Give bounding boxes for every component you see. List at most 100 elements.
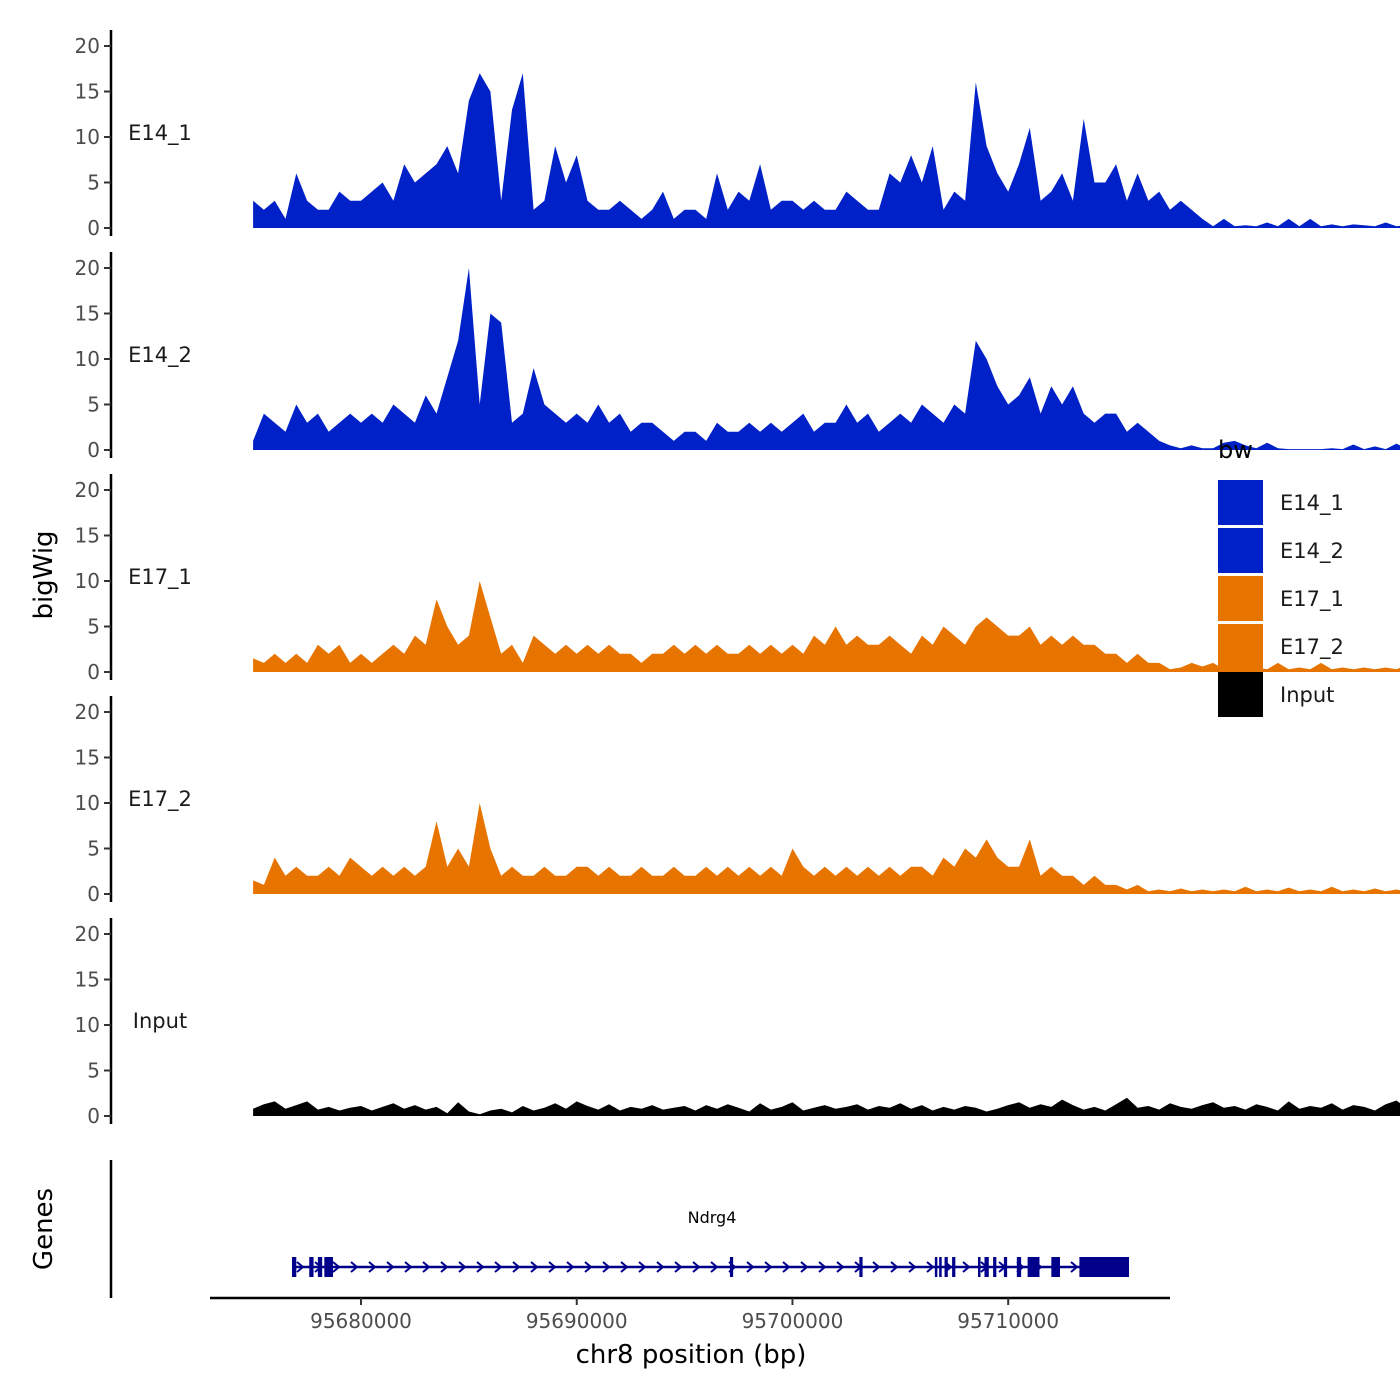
gene-name-label: Ndrg4 (688, 1208, 737, 1227)
legend-title: bw (1218, 436, 1253, 464)
strand-arrow (530, 1261, 539, 1273)
strand-arrow (908, 1261, 917, 1273)
genes-panel: Ndrg4 (109, 1160, 1130, 1298)
strand-arrow (332, 1261, 341, 1273)
strand-arrow (674, 1261, 683, 1273)
exon (324, 1257, 333, 1277)
exon (939, 1257, 942, 1277)
y-tick-label: 5 (87, 1059, 100, 1083)
track-label-E17_2: E17_2 (128, 787, 192, 812)
exon (291, 1257, 297, 1277)
exon (993, 1257, 997, 1277)
signal-area-E17_2 (253, 803, 1400, 894)
signal-area-E14_2 (253, 268, 1400, 450)
legend-label-Input: Input (1280, 683, 1334, 707)
y-tick-label: 0 (87, 438, 100, 462)
strand-arrow (782, 1261, 791, 1273)
y-tick-label: 15 (75, 80, 100, 104)
signal-area-E14_1 (253, 73, 1400, 228)
exon (952, 1257, 956, 1277)
signal-area-E17_1 (253, 581, 1400, 672)
y-tick-label: 15 (75, 746, 100, 770)
legend-label-E17_2: E17_2 (1280, 635, 1344, 660)
strand-arrow (620, 1261, 629, 1273)
legend-label-E14_2: E14_2 (1280, 539, 1344, 564)
y-tick-label: 20 (75, 922, 100, 946)
y-tick-label: 5 (87, 615, 100, 639)
strand-arrow (368, 1261, 377, 1273)
strand-arrow (296, 1261, 305, 1273)
strand-arrow (764, 1261, 773, 1273)
x-tick-label: 95710000 (957, 1309, 1059, 1333)
y-tick-label: 20 (75, 700, 100, 724)
y-tick-label: 20 (75, 478, 100, 502)
exon (934, 1257, 938, 1277)
track-label-E14_1: E14_1 (128, 121, 192, 146)
strand-arrow (602, 1261, 611, 1273)
exon (1079, 1257, 1130, 1277)
y-axis-title: bigWig (29, 530, 59, 619)
legend-swatch-E14_2 (1218, 528, 1263, 573)
exon (1051, 1257, 1060, 1277)
strand-arrow (512, 1261, 521, 1273)
strand-arrow (638, 1261, 647, 1273)
exon (944, 1257, 948, 1277)
y-tick-label: 15 (75, 968, 100, 992)
y-tick-label: 10 (75, 125, 100, 149)
y-tick-label: 10 (75, 569, 100, 593)
track-E14_1: 0 5 10 15 20 E14_1 (75, 30, 1400, 240)
strand-arrow (422, 1261, 431, 1273)
legend-swatch-Input (1218, 672, 1263, 717)
strand-arrow (818, 1261, 827, 1273)
track-E14_2: 0 5 10 15 20 E14_2 (75, 252, 1400, 462)
x-tick-label: 95680000 (310, 1309, 412, 1333)
y-tick-label: 5 (87, 837, 100, 861)
exon (309, 1257, 314, 1277)
track-label-E17_1: E17_1 (128, 565, 192, 590)
y-tick-label: 0 (87, 216, 100, 240)
signal-area-Input (253, 1097, 1400, 1116)
y-tick-label: 0 (87, 660, 100, 684)
gene-models: Ndrg4 (291, 1208, 1130, 1277)
strand-arrow (476, 1261, 485, 1273)
signal-tracks: 05101520E14_105101520E14_205101520E17_10… (75, 30, 1400, 1128)
y-tick-label: 10 (75, 347, 100, 371)
strand-arrow (746, 1261, 755, 1273)
y-tick-label: 5 (87, 393, 100, 417)
exon (729, 1257, 734, 1277)
track-E17_2: 0 5 10 15 20 E17_2 (75, 696, 1400, 906)
x-tick-label: 95690000 (526, 1309, 628, 1333)
legend-label-E17_1: E17_1 (1280, 587, 1344, 612)
x-axis-title: chr8 position (bp) (576, 1340, 807, 1370)
exon (978, 1257, 981, 1277)
y-tick-label: 20 (75, 256, 100, 280)
y-tick-label: 0 (87, 882, 100, 906)
x-axis: 95680000 95690000 95700000 95710000 (210, 1296, 1170, 1333)
exon (317, 1257, 323, 1277)
strand-arrow (656, 1261, 665, 1273)
exon (1027, 1257, 1040, 1277)
strand-arrow (836, 1261, 845, 1273)
exon (1003, 1257, 1008, 1277)
strand-arrow (386, 1261, 395, 1273)
strand-arrow (692, 1261, 701, 1273)
exon (859, 1257, 863, 1277)
track-E17_1: 0 5 10 15 20 E17_1 (75, 474, 1400, 684)
legend-swatch-E14_1 (1218, 480, 1263, 525)
gene-Ndrg4: Ndrg4 (291, 1208, 1130, 1277)
legend-swatch-E17_1 (1218, 576, 1263, 621)
y-tick-label: 10 (75, 791, 100, 815)
legend: bw E14_1 E14_2 E17_1 E17_2 Input (1218, 436, 1344, 717)
track-label-E14_2: E14_2 (128, 343, 192, 368)
legend-swatch-E17_2 (1218, 624, 1263, 669)
strand-arrow (350, 1261, 359, 1273)
genes-track-title: Genes (29, 1188, 59, 1270)
strand-arrow (890, 1261, 899, 1273)
strand-arrow (548, 1261, 557, 1273)
y-tick-label: 15 (75, 524, 100, 548)
legend-label-E14_1: E14_1 (1280, 491, 1344, 516)
strand-arrow (872, 1261, 881, 1273)
strand-arrow (494, 1261, 503, 1273)
strand-arrow (404, 1261, 413, 1273)
track-Input: 0 5 10 15 20 Input (75, 918, 1400, 1128)
